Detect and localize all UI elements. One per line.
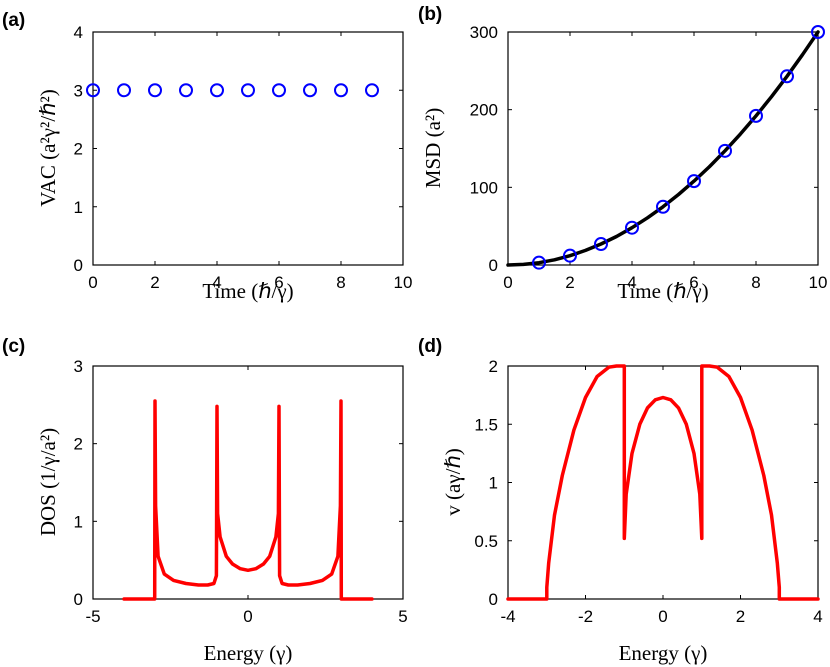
- data-point-a: [241, 83, 255, 98]
- data-point-a: [303, 83, 317, 98]
- data-point-b: [811, 25, 825, 39]
- ytick-label-b: 100: [470, 178, 498, 197]
- ytick-label-d: 1: [489, 474, 498, 493]
- data-point-b: [625, 220, 639, 235]
- ylabel-b: MSD (a²): [421, 108, 445, 188]
- ticks-d: -4 -2 0 2 4 0 0.5 1 1.5 2: [474, 357, 822, 626]
- xtick-label-b: 2: [565, 273, 574, 292]
- xtick-label-b: 8: [751, 273, 760, 292]
- xtick-label-a: 0: [88, 273, 97, 292]
- ytick-label-c: 0: [74, 590, 83, 609]
- data-point-a: [272, 83, 286, 98]
- xtick-label-b: 6: [689, 273, 698, 292]
- xtick-label-a: 10: [394, 273, 413, 292]
- data-point-b: [563, 248, 577, 263]
- ytick-label-a: 1: [74, 198, 83, 217]
- panel-d: (d) -4 -2 0 2 4 0 0.5 1 1.5 2 Energy (γ) v (aγ/ℏ): [418, 336, 823, 665]
- ytick-label-b: 0: [489, 256, 498, 275]
- ytick-label-c: 2: [74, 435, 83, 454]
- data-point-b: [718, 143, 732, 158]
- marks-c: [122, 399, 374, 601]
- data-point-b: [749, 108, 763, 123]
- panel-label-a: (a): [2, 10, 25, 31]
- panel-label-b: (b): [418, 4, 442, 25]
- xtick-label-a: 2: [150, 273, 159, 292]
- ylabel-a: VAC (a²γ²/ℏ²): [36, 89, 60, 207]
- series-line-b-0: [506, 30, 820, 267]
- data-point-a: [86, 83, 100, 98]
- ytick-label-a: 4: [74, 23, 83, 42]
- data-point-b: [656, 199, 670, 214]
- ticks-a: 0 2 4 6 8 10 0 1 2 3 4: [74, 23, 413, 292]
- data-point-a: [334, 83, 348, 98]
- xtick-label-d: 4: [813, 607, 822, 626]
- data-point-a: [210, 83, 224, 98]
- xtick-label-a: 4: [212, 273, 221, 292]
- marks-b: [506, 25, 825, 270]
- ylabel-d: v (aγ/ℏ): [441, 448, 465, 515]
- xtick-label-d: 0: [658, 607, 667, 626]
- ylabel-c: DOS (1/γ/a²): [36, 428, 60, 536]
- ytick-label-a: 3: [74, 81, 83, 100]
- xtick-label-d: -2: [578, 607, 593, 626]
- panel-label-c: (c): [2, 336, 25, 357]
- axes-frame-b: [507, 31, 819, 266]
- ytick-label-a: 0: [74, 256, 83, 275]
- xtick-label-b: 10: [809, 273, 828, 292]
- panel-label-d: (d): [418, 336, 442, 357]
- marks-d: [506, 364, 820, 601]
- xtick-label-d: 2: [736, 607, 745, 626]
- data-point-a: [179, 83, 193, 98]
- ytick-label-d: 2: [489, 357, 498, 376]
- ytick-label-d: 1.5: [474, 415, 498, 434]
- xtick-label-d: -4: [500, 607, 515, 626]
- axes-frame-c: [92, 365, 404, 600]
- xtick-label-a: 8: [336, 273, 345, 292]
- ytick-label-c: 3: [74, 357, 83, 376]
- ytick-label-d: 0: [489, 590, 498, 609]
- xtick-label-c: 0: [243, 607, 252, 626]
- axes-frame-d: [507, 365, 819, 600]
- ytick-label-d: 0.5: [474, 532, 498, 551]
- marks-a: [86, 83, 379, 98]
- ytick-label-b: 300: [470, 23, 498, 42]
- xtick-label-c: 5: [398, 607, 407, 626]
- data-point-b: [687, 174, 701, 189]
- ytick-label-c: 1: [74, 512, 83, 531]
- xlabel-a: Time (ℏ/γ): [202, 279, 293, 303]
- data-point-a: [148, 83, 162, 98]
- xlabel-d: Energy (γ): [619, 641, 708, 665]
- xtick-label-a: 6: [274, 273, 283, 292]
- xlabel-b: Time (ℏ/γ): [617, 279, 708, 303]
- xlabel-c: Energy (γ): [204, 641, 293, 665]
- data-point-a: [117, 83, 131, 98]
- xtick-label-b: 0: [503, 273, 512, 292]
- ytick-label-b: 200: [470, 101, 498, 120]
- xtick-label-b: 4: [627, 273, 636, 292]
- data-point-a: [365, 83, 379, 98]
- xtick-label-c: -5: [85, 607, 100, 626]
- data-point-b: [780, 69, 794, 84]
- panel-a: (a) 0 2 4 6 8 10 0 1 2 3 4 Time (ℏ/γ) VAC (a²γ²/ℏ²…: [2, 10, 412, 303]
- data-point-b: [594, 237, 608, 252]
- ytick-label-a: 2: [74, 140, 83, 159]
- series-line-c-0: [122, 399, 374, 601]
- series-line-d-0: [506, 364, 820, 601]
- axes-frame-a: [92, 31, 404, 266]
- data-point-b: [532, 255, 546, 270]
